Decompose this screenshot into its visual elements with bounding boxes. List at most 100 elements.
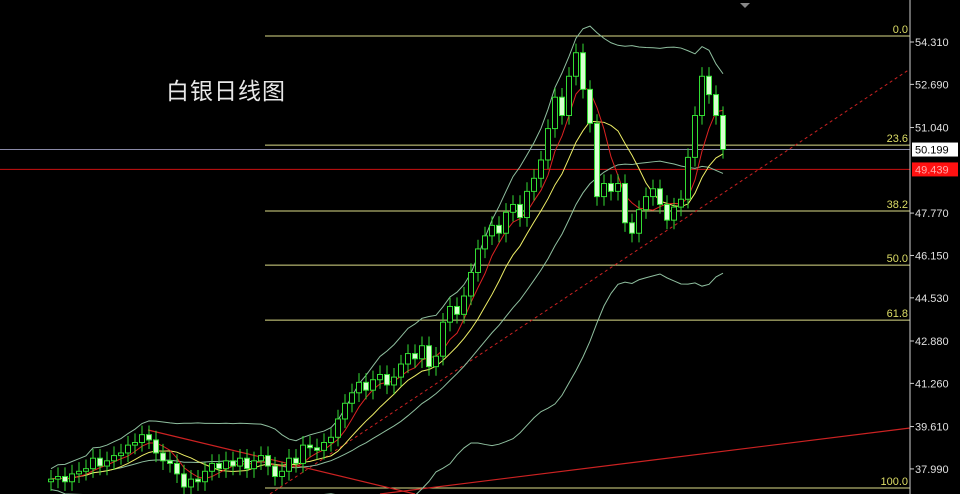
candle-body	[209, 462, 215, 472]
candle-body	[104, 460, 110, 467]
candle-body	[342, 402, 348, 420]
candle-body	[272, 465, 278, 478]
chart-title: 白银日线图	[166, 79, 286, 105]
candle-body	[622, 183, 628, 224]
price-axis-label: 47.770	[915, 208, 949, 220]
candle-body	[503, 211, 509, 234]
candle-body	[314, 447, 320, 451]
candle-body	[111, 455, 117, 462]
candle-body	[489, 224, 495, 237]
candle-body	[251, 460, 257, 470]
fib-level-label: 100.0	[880, 476, 908, 488]
candle-body	[132, 442, 138, 446]
candle-body	[321, 442, 327, 451]
price-axis-label: 46.150	[915, 250, 949, 262]
candle-body	[461, 295, 467, 315]
scroll-marker-icon	[740, 3, 750, 8]
candle-body	[230, 460, 236, 467]
candle-body	[692, 115, 698, 158]
candle-body	[125, 444, 131, 454]
candle-body	[545, 128, 551, 161]
price-axis-label: 41.260	[915, 378, 949, 390]
candle-body	[188, 478, 194, 488]
candle-body	[195, 478, 201, 483]
ascending-trendline	[379, 427, 911, 494]
current-price-tag	[912, 142, 958, 157]
candle-body	[167, 460, 173, 464]
price-axis-label: 42.880	[915, 336, 949, 348]
candle-body	[307, 444, 313, 449]
fib-level-label: 38.2	[887, 199, 908, 211]
candle-body	[468, 271, 474, 297]
price-axis-label: 52.690	[915, 79, 949, 91]
candle-body	[160, 452, 166, 462]
candle-body	[419, 345, 425, 360]
candle-body	[447, 305, 453, 323]
candle-body	[412, 353, 418, 360]
price-axis-label: 51.040	[915, 123, 949, 135]
candle-body	[349, 392, 355, 404]
candle-body	[405, 353, 411, 365]
candle-body	[377, 373, 383, 381]
candle-body	[629, 222, 635, 234]
candle-body	[118, 452, 124, 457]
candle-body	[265, 455, 271, 467]
candle-body	[279, 470, 285, 478]
price-axis-label: 37.990	[915, 464, 949, 476]
price-axis-label: 39.610	[915, 422, 949, 434]
candle-body	[636, 209, 642, 234]
candle-body	[552, 96, 558, 130]
candle-body	[559, 96, 565, 117]
candle-body	[671, 206, 677, 221]
candle-body	[139, 434, 145, 444]
candle-body	[335, 418, 341, 438]
candle-body	[216, 462, 222, 470]
candle-body	[258, 455, 264, 462]
candle-body	[657, 188, 663, 205]
candle-body	[685, 156, 691, 200]
price-axis-label: 44.530	[915, 293, 949, 305]
candle-body	[538, 159, 544, 179]
reference-price-tag	[912, 162, 958, 177]
candle-body	[706, 75, 712, 96]
bollinger-upper-line	[50, 25, 724, 470]
descending-trendline	[147, 429, 416, 494]
candle-body	[62, 476, 68, 483]
candle-body	[174, 462, 180, 475]
candle-body	[356, 381, 362, 394]
candle-body	[587, 88, 593, 124]
candle-body	[391, 376, 397, 386]
current-price-label: 50.199	[915, 145, 949, 157]
candle-body	[650, 188, 656, 198]
candle-body	[573, 52, 579, 77]
dotted-trendline	[269, 68, 911, 494]
candle-body	[237, 457, 243, 467]
candle-body	[678, 198, 684, 208]
candle-body	[433, 355, 439, 368]
candle-body	[153, 439, 159, 454]
candle-body	[363, 381, 369, 391]
candle-body	[223, 460, 229, 470]
candle-body	[510, 203, 516, 213]
candle-body	[643, 196, 649, 211]
candle-body	[293, 457, 299, 464]
candle-body	[83, 468, 89, 472]
candle-body	[720, 115, 726, 151]
ma10-line	[50, 120, 724, 480]
candle-body	[608, 183, 614, 192]
candle-body	[202, 470, 208, 483]
candle-body	[328, 436, 334, 444]
fib-level-label: 61.8	[887, 308, 908, 320]
candle-body	[482, 235, 488, 250]
candle-body	[566, 75, 572, 117]
candle-body	[181, 473, 187, 488]
candle-body	[398, 363, 404, 378]
candle-body	[615, 183, 621, 192]
candle-body	[48, 478, 54, 483]
candle-body	[699, 75, 705, 117]
candle-body	[90, 457, 96, 470]
candle-body	[146, 434, 152, 441]
fib-level-label: 0.0	[893, 24, 908, 36]
